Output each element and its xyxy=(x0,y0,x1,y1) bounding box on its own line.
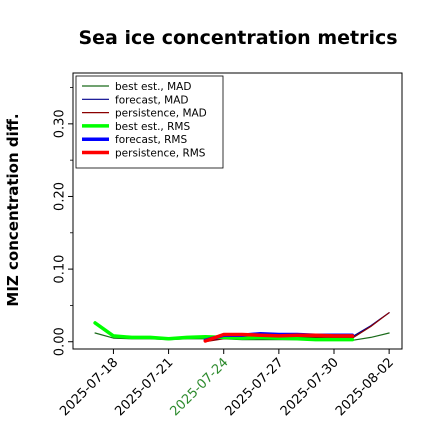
legend-label: best est., MAD xyxy=(115,81,191,93)
x-tick-label: 2025-07-27 xyxy=(223,355,287,419)
y-axis-ticks: 0.00 0.10 0.20 0.30 xyxy=(53,87,73,356)
x-tick-label: 2025-07-21 xyxy=(112,355,176,419)
chart-title: Sea ice concentration metrics xyxy=(78,27,397,49)
legend-label: forecast, MAD xyxy=(115,94,188,106)
legend-label: persistence, RMS xyxy=(115,148,206,160)
y-tick-label: 0.30 xyxy=(53,109,68,138)
x-axis-ticks: 2025-07-182025-07-212025-07-242025-07-27… xyxy=(57,349,397,419)
series-line-3 xyxy=(93,321,355,342)
y-tick-label: 0.10 xyxy=(53,255,68,284)
legend-label: forecast, RMS xyxy=(115,134,187,146)
series-layer xyxy=(93,312,390,343)
x-tick-label: 2025-07-24 xyxy=(168,355,232,419)
x-tick-label: 2025-07-30 xyxy=(278,355,342,419)
x-tick-label: 2025-08-02 xyxy=(333,355,397,419)
y-tick-label: 0.20 xyxy=(53,182,68,211)
y-axis-label: MIZ concentration diff. xyxy=(4,113,22,306)
plot-frame xyxy=(72,72,403,350)
series-line-5 xyxy=(203,332,355,343)
legend-label: best est., RMS xyxy=(115,121,190,133)
legend-box xyxy=(75,75,224,169)
legend-label: persistence, MAD xyxy=(115,108,207,120)
x-tick-label: 2025-07-18 xyxy=(57,355,121,419)
y-tick-label: 0.00 xyxy=(53,327,68,356)
